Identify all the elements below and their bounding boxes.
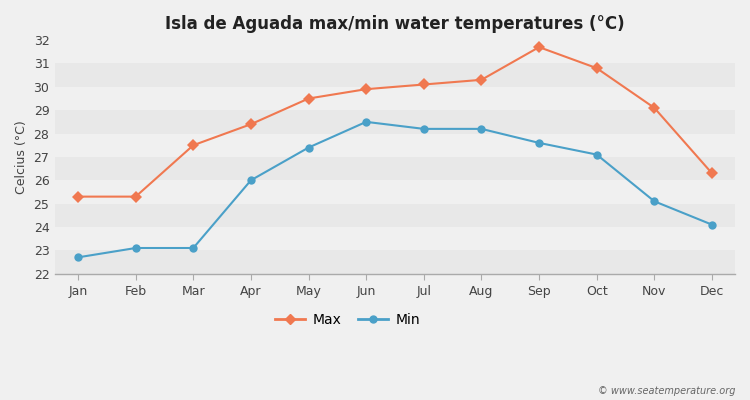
Bar bbox=[55, 157, 735, 180]
Min bbox=[535, 140, 544, 145]
Min bbox=[650, 199, 658, 204]
Bar bbox=[55, 250, 735, 274]
Text: © www.seatemperature.org: © www.seatemperature.org bbox=[598, 386, 735, 396]
Legend: Max, Min: Max, Min bbox=[269, 307, 425, 332]
Bar bbox=[55, 40, 735, 64]
Min bbox=[707, 222, 716, 227]
Bar bbox=[55, 134, 735, 157]
Max bbox=[707, 171, 716, 176]
Min bbox=[247, 178, 256, 183]
Max bbox=[419, 82, 428, 87]
Max bbox=[477, 78, 486, 82]
Max bbox=[189, 143, 198, 148]
Bar bbox=[55, 110, 735, 134]
Bar bbox=[55, 87, 735, 110]
Line: Min: Min bbox=[74, 118, 716, 262]
Y-axis label: Celcius (°C): Celcius (°C) bbox=[15, 120, 28, 194]
Min bbox=[419, 126, 428, 131]
Min bbox=[304, 145, 313, 150]
Bar bbox=[55, 64, 735, 87]
Bar bbox=[55, 180, 735, 204]
Max bbox=[535, 45, 544, 50]
Max bbox=[592, 66, 602, 70]
Line: Max: Max bbox=[74, 43, 716, 201]
Bar bbox=[55, 204, 735, 227]
Max bbox=[362, 87, 370, 92]
Max bbox=[304, 96, 313, 101]
Max bbox=[247, 122, 256, 127]
Min bbox=[189, 246, 198, 250]
Min bbox=[362, 120, 370, 124]
Title: Isla de Aguada max/min water temperatures (°C): Isla de Aguada max/min water temperature… bbox=[165, 15, 625, 33]
Max bbox=[131, 194, 140, 199]
Min bbox=[74, 255, 82, 260]
Max bbox=[650, 106, 658, 110]
Max bbox=[74, 194, 82, 199]
Min bbox=[592, 152, 602, 157]
Min bbox=[477, 126, 486, 131]
Min bbox=[131, 246, 140, 250]
Bar bbox=[55, 227, 735, 250]
